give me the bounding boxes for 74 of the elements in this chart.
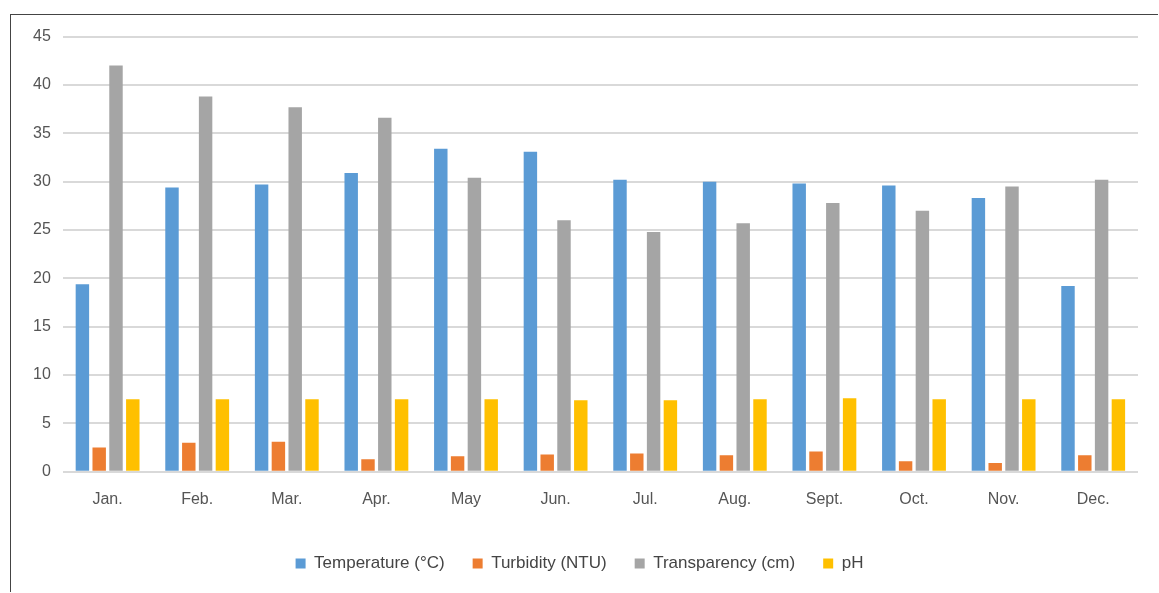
- bar: [1061, 286, 1075, 471]
- bar: [434, 148, 448, 471]
- y-tick-label: 20: [33, 268, 51, 286]
- bar: [215, 399, 230, 471]
- bar: [126, 399, 140, 471]
- bar: [719, 455, 734, 471]
- bar: [484, 399, 498, 471]
- x-tick-label: Aug.: [718, 489, 752, 507]
- legend-label: Turbidity (NTU): [491, 553, 607, 573]
- bar: [1094, 179, 1109, 471]
- bar: [792, 183, 806, 471]
- y-tick-label: 10: [33, 365, 51, 383]
- bar: [394, 399, 409, 471]
- bar: [574, 400, 588, 471]
- bar: [898, 461, 913, 471]
- bar: [826, 202, 840, 471]
- bar: [1078, 455, 1092, 471]
- x-tick-label: Mar.: [271, 489, 303, 507]
- bar: [882, 185, 896, 471]
- y-tick-label: 15: [33, 317, 51, 335]
- bar: [305, 399, 319, 471]
- y-tick-label: 25: [33, 220, 51, 238]
- bar: [988, 463, 1002, 471]
- bar: [288, 107, 302, 471]
- bar: [753, 399, 767, 471]
- bar: [361, 459, 375, 471]
- bar: [702, 181, 717, 471]
- y-tick-label: 5: [41, 413, 51, 431]
- bar: [1022, 399, 1036, 471]
- bar: [109, 65, 123, 471]
- bar: [809, 451, 823, 471]
- bar: [467, 177, 482, 471]
- bar: [1111, 399, 1126, 471]
- x-tick-label: May: [450, 489, 482, 507]
- bar: [523, 151, 538, 471]
- legend-label: pH: [841, 553, 864, 573]
- bar: [915, 210, 930, 471]
- bar: [540, 454, 554, 471]
- bar: [165, 187, 179, 471]
- bar: [378, 117, 392, 471]
- bar: [646, 231, 661, 471]
- bar: [344, 172, 358, 471]
- x-tick-label: Jun.: [540, 489, 571, 507]
- x-tick-label: Jul.: [632, 489, 658, 507]
- bar: [932, 399, 946, 471]
- bar: [92, 447, 106, 471]
- y-tick-label: 45: [33, 27, 51, 45]
- x-tick-label: Jan.: [92, 489, 123, 507]
- x-tick-label: Oct.: [899, 489, 929, 507]
- bar: [1005, 186, 1019, 471]
- x-tick-label: Nov.: [987, 489, 1020, 507]
- bar: [450, 456, 465, 471]
- bar: [75, 284, 90, 471]
- bar: [971, 198, 986, 471]
- legend-label: Transparency (cm): [653, 553, 796, 573]
- x-tick-label: Feb.: [181, 489, 214, 507]
- bar: [613, 179, 627, 471]
- y-tick-label: 40: [33, 75, 51, 93]
- bar: [663, 400, 678, 471]
- x-tick-label: Dec.: [1076, 489, 1110, 507]
- x-tick-label: Sept.: [805, 489, 844, 507]
- legend-label: Temperature (°C): [314, 553, 445, 573]
- bar: [271, 441, 286, 471]
- y-tick-label: 0: [41, 462, 51, 480]
- bar: [557, 220, 571, 471]
- bar: [254, 184, 269, 471]
- y-tick-label: 35: [33, 123, 51, 141]
- y-tick-label: 30: [33, 172, 51, 190]
- bar: [630, 453, 644, 471]
- bar: [182, 442, 196, 471]
- bar: [736, 223, 750, 471]
- bar: [842, 398, 857, 471]
- x-tick-label: Apr.: [362, 489, 391, 507]
- bar: [198, 96, 213, 471]
